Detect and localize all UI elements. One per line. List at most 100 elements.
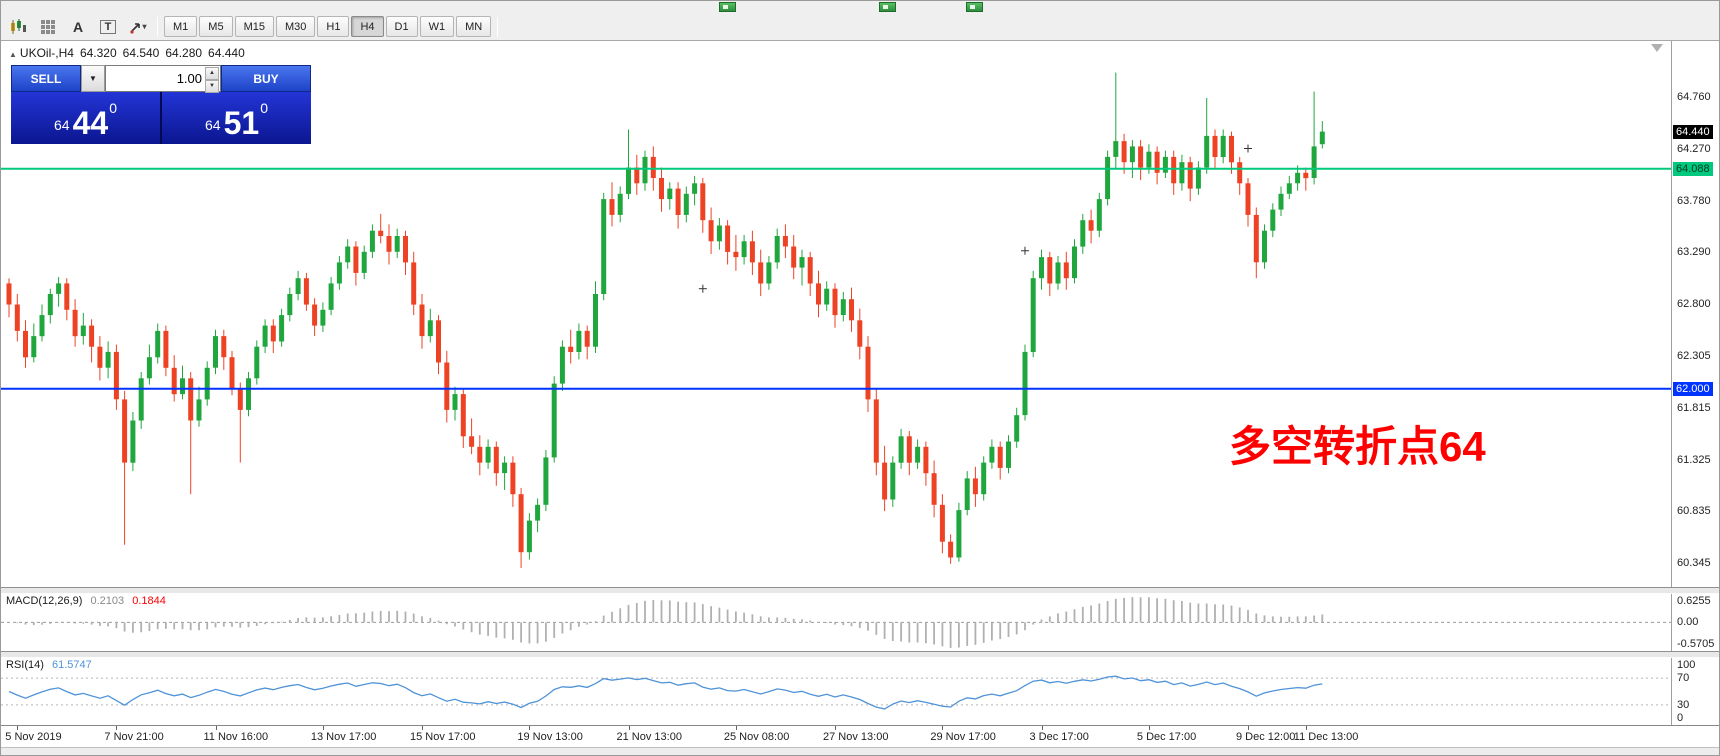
scale-label: 62.305 — [1677, 350, 1711, 363]
bottom-strip — [1, 747, 1719, 755]
bid-quote[interactable]: 64 44 0 — [11, 92, 160, 144]
mini-chart-icon[interactable] — [879, 2, 896, 12]
chevron-down-icon: ▾ — [142, 22, 147, 31]
scale-label: 63.290 — [1677, 246, 1711, 259]
timeframe-button-m1[interactable]: M1 — [164, 16, 198, 37]
time-tick — [835, 726, 836, 730]
mini-chart-icon[interactable] — [719, 2, 736, 12]
time-tick — [1041, 726, 1043, 730]
time-tick — [1148, 726, 1150, 730]
ask-pipette: 0 — [260, 100, 268, 116]
font-icon-label: A — [72, 18, 84, 35]
mini-chart-icon[interactable] — [966, 2, 983, 12]
low-value: 64.280 — [165, 46, 203, 60]
price-scale[interactable]: 64.760 64.270 63.780 63.290 62.800 62.305 61.8… — [1671, 41, 1719, 747]
time-axis-label: 11 Dec 13:00 — [1293, 731, 1359, 743]
time-tick — [215, 726, 217, 730]
grid-icon[interactable] — [35, 16, 61, 38]
toolbar-separator — [157, 16, 158, 37]
toolbar: A T ▾ M1 M5 M15 M30 H1 H4 D1 W1 MN — [1, 13, 1719, 41]
scale-label: 0 — [1677, 712, 1684, 724]
high-value: 64.540 — [122, 46, 160, 60]
cross-marker[interactable] — [698, 284, 707, 293]
time-tick — [17, 726, 19, 730]
grid-glyph — [41, 19, 55, 34]
arrows-glyph — [130, 22, 141, 34]
rsi-value: 61.5747 — [51, 659, 92, 671]
spinner-up-button[interactable]: ▲ — [205, 67, 219, 80]
timeframe-button-d1[interactable]: D1 — [385, 16, 418, 37]
macd-main-value: 0.2103 — [90, 595, 125, 607]
timeframe-button-m5[interactable]: M5 — [199, 16, 233, 37]
scale-label: 61.325 — [1677, 453, 1711, 466]
rsi-line — [8, 675, 1323, 710]
panel-separator[interactable] — [1, 651, 1719, 658]
cross-marker[interactable] — [1244, 144, 1252, 153]
scale-label: 61.815 — [1677, 401, 1711, 414]
scale-label: 60.345 — [1677, 556, 1711, 569]
bid-prefix: 64 — [54, 117, 70, 133]
chevron-down-icon: ▼ — [89, 74, 97, 83]
time-axis-label: 7 Nov 21:00 — [104, 731, 164, 743]
timeframe-toolbar: M1 M5 M15 M30 H1 H4 D1 W1 MN — [164, 16, 492, 37]
current-price-badge: 64.440 — [1673, 124, 1713, 139]
time-axis-label: 29 Nov 17:00 — [930, 731, 996, 743]
time-axis-label: 3 Dec 17:00 — [1029, 731, 1089, 743]
time-axis-label: 13 Nov 17:00 — [310, 731, 377, 743]
candles-series — [6, 72, 1325, 568]
one-click-trading-panel: SELL ▼ ▲ ▼ BUY 64 44 0 64 51 0 — [11, 65, 311, 144]
arrows-icon[interactable]: ▾ — [125, 16, 151, 38]
spinner-down-button[interactable]: ▼ — [205, 80, 219, 93]
sell-button[interactable]: SELL — [11, 65, 81, 92]
time-tick — [116, 726, 118, 730]
time-axis-label: 11 Nov 16:00 — [203, 731, 269, 743]
close-value: 64.440 — [208, 46, 245, 60]
scale-label: 64.270 — [1677, 143, 1711, 156]
rsi-label: RSI(14) 61.5747 — [6, 659, 92, 671]
scale-label: 100 — [1677, 659, 1696, 671]
time-tick — [322, 726, 324, 730]
scale-label: -0.5705 — [1677, 638, 1715, 650]
ask-big-digits: 51 — [223, 105, 260, 142]
timeframe-button-mn[interactable]: MN — [456, 16, 492, 37]
volume-dropdown-button[interactable]: ▼ — [81, 65, 105, 92]
timeframe-button-h1[interactable]: H1 — [317, 16, 350, 37]
scale-label: 30 — [1677, 698, 1690, 711]
time-axis-label: 19 Nov 13:00 — [517, 731, 583, 743]
top-strip — [1, 1, 1719, 13]
macd-label: MACD(12,26,9) 0.2103 0.1844 — [6, 595, 166, 607]
time-axis-label: 5 Dec 17:00 — [1136, 731, 1197, 743]
scale-label: 0.6255 — [1677, 595, 1711, 607]
macd-signal-value: 0.1844 — [132, 595, 166, 607]
cross-marker[interactable] — [1020, 246, 1029, 255]
timeframe-button-w1[interactable]: W1 — [419, 16, 455, 37]
chart-shift-marker-icon[interactable] — [1651, 44, 1663, 52]
quote-panel: 64 44 0 64 51 0 — [11, 92, 311, 144]
scale-label: 64.760 — [1677, 91, 1711, 104]
open-value: 64.320 — [79, 46, 117, 60]
ask-quote[interactable]: 64 51 0 — [162, 92, 311, 144]
time-axis[interactable]: 5 Nov 2019 7 Nov 21:00 11 Nov 16:00 13 Nov … — [1, 725, 1719, 747]
macd-title: MACD(12,26,9) — [6, 595, 83, 607]
time-tick — [529, 726, 531, 730]
scale-label: 63.780 — [1677, 194, 1711, 207]
time-axis-label: 5 Nov 2019 — [5, 731, 62, 743]
candlestick-chart-glyph — [11, 18, 26, 34]
time-tick — [422, 726, 423, 730]
volume-input[interactable] — [106, 66, 220, 91]
chart-ohlc-header: ▲ UKOil-,H4 64.320 64.540 64.280 64.440 — [9, 46, 251, 60]
buy-button[interactable]: BUY — [221, 65, 311, 92]
scale-label: 60.835 — [1677, 505, 1711, 518]
font-icon[interactable]: A — [65, 16, 91, 38]
time-axis-label: 9 Dec 12:00 — [1236, 731, 1296, 743]
timeframe-button-h4[interactable]: H4 — [351, 16, 384, 37]
text-label-icon-label: T — [99, 19, 117, 34]
panel-separator[interactable] — [1, 587, 1719, 594]
timeframe-button-m15[interactable]: M15 — [234, 16, 274, 37]
candlestick-chart-icon[interactable] — [5, 16, 31, 38]
text-label-icon[interactable]: T — [95, 16, 121, 38]
scale-label: 0.00 — [1677, 616, 1699, 629]
chart-annotation[interactable]: 多空转折点64 — [1229, 423, 1486, 470]
timeframe-button-m30[interactable]: M30 — [275, 16, 316, 37]
